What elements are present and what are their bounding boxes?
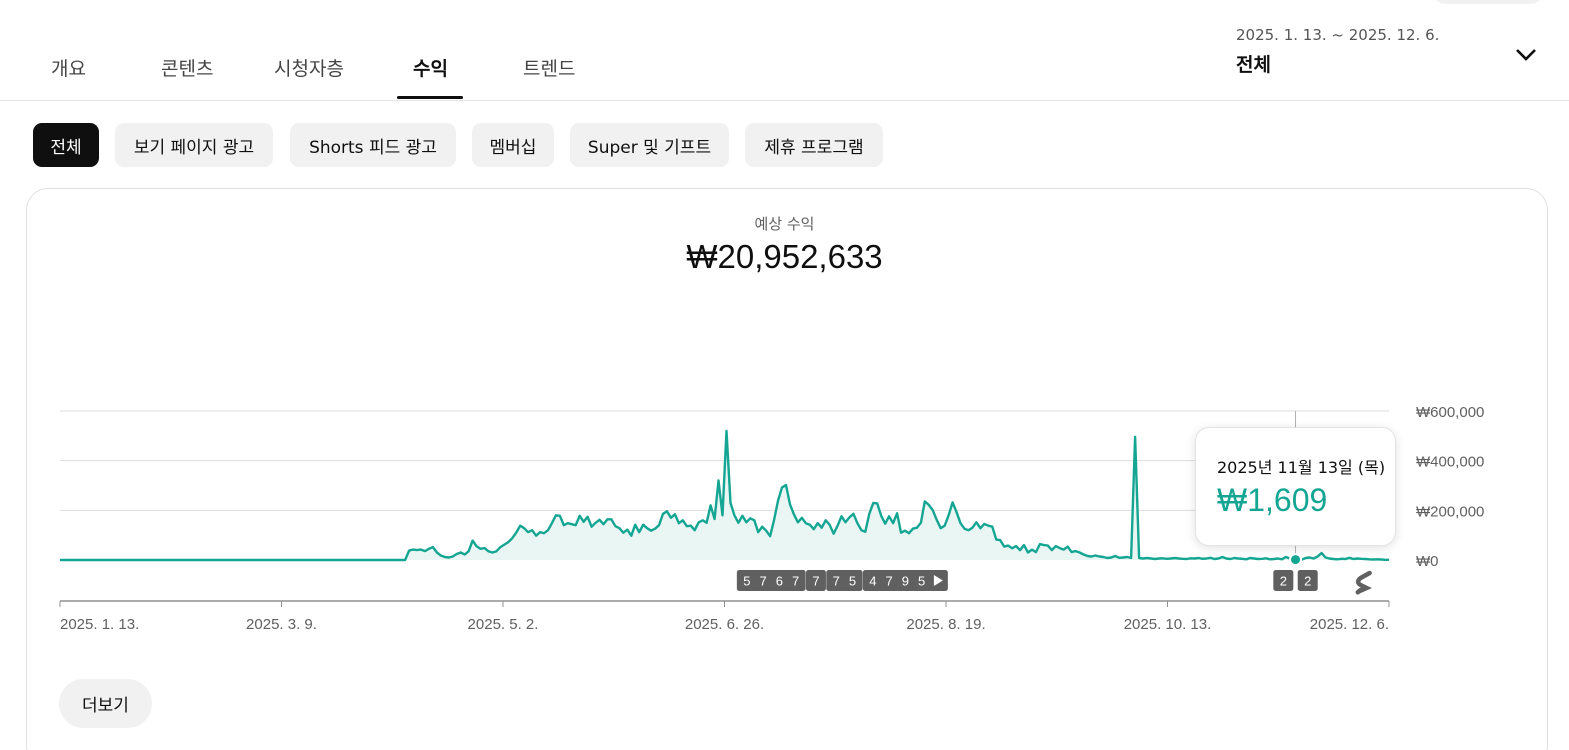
- video-marker-count: 9: [902, 574, 909, 589]
- chart-tooltip: 2025년 11월 13일 (목) ₩1,609: [1195, 427, 1396, 546]
- tab-trends[interactable]: 트렌드: [523, 58, 576, 80]
- video-marker: [1273, 570, 1294, 591]
- analytics-tabbar: 개요 콘텐츠 시청자층 수익 트렌드 2025. 1. 13. ~ 2025. …: [0, 0, 1569, 101]
- x-tick-label: 2025. 5. 2.: [468, 616, 539, 633]
- video-marker: [753, 570, 774, 591]
- video-marker-count: 2: [1304, 574, 1311, 589]
- shorts-icon-path: [1355, 570, 1372, 595]
- revenue-line: [60, 429, 1389, 562]
- video-marker-count: 2: [1280, 574, 1287, 589]
- video-marker: [842, 570, 863, 591]
- video-marker-count: 5: [743, 574, 750, 589]
- x-tick-label: 2025. 10. 13.: [1124, 616, 1212, 633]
- metric-value: ₩20,952,633: [686, 238, 883, 275]
- chip-all[interactable]: 전체: [33, 123, 99, 167]
- x-tick-label: 2025. 6. 26.: [685, 616, 764, 633]
- x-tick-label: 2025. 12. 6.: [1310, 616, 1389, 633]
- tab-overview[interactable]: 개요: [51, 58, 86, 80]
- video-marker-count: 7: [792, 574, 799, 589]
- video-marker-count: 5: [849, 574, 856, 589]
- chip-super-gifts[interactable]: Super 및 기프트: [570, 123, 729, 167]
- chip-shorts-feed-ads[interactable]: Shorts 피드 광고: [290, 123, 456, 167]
- chip-affiliate-program[interactable]: 제휴 프로그램: [745, 123, 883, 167]
- x-tick-label: 2025. 3. 9.: [246, 616, 317, 633]
- date-range-label: 전체: [1236, 54, 1271, 76]
- chip-watch-page-ads[interactable]: 보기 페이지 광고: [115, 123, 273, 167]
- y-tick-label: ₩600,000: [1416, 404, 1484, 421]
- date-range-picker[interactable]: 2025. 1. 13. ~ 2025. 12. 6. 전체: [1226, 18, 1546, 88]
- video-marker: [895, 570, 916, 591]
- video-marker-count: 5: [918, 574, 925, 589]
- play-icon: [933, 575, 943, 586]
- y-tick-label: ₩400,000: [1416, 454, 1484, 471]
- hover-point: [1289, 553, 1303, 567]
- metric-label: 예상 수익: [754, 215, 815, 233]
- video-marker: [879, 570, 900, 591]
- video-marker: [736, 570, 757, 591]
- shorts-icon: [1355, 570, 1372, 595]
- video-marker-count: 4: [869, 574, 876, 589]
- tooltip-date: 2025년 11월 13일 (목): [1217, 458, 1386, 477]
- x-tick-label: 2025. 8. 19.: [906, 616, 985, 633]
- top-pill-button[interactable]: [1434, 0, 1542, 4]
- tab-revenue[interactable]: 수익: [413, 58, 448, 80]
- active-tab-indicator: [397, 96, 463, 99]
- chevron-down-icon[interactable]: [1514, 42, 1538, 66]
- tooltip-value: ₩1,609: [1217, 482, 1328, 518]
- date-range-text: 2025. 1. 13. ~ 2025. 12. 6.: [1236, 26, 1440, 44]
- video-marker-count: 7: [812, 574, 819, 589]
- tab-audience[interactable]: 시청자층: [274, 58, 344, 80]
- video-marker-count: 6: [776, 574, 783, 589]
- video-marker-count: 7: [759, 574, 766, 589]
- video-marker-count: 7: [833, 574, 840, 589]
- chip-memberships[interactable]: 멤버십: [472, 123, 554, 167]
- video-marker: [785, 570, 806, 591]
- video-marker: [805, 570, 826, 591]
- video-marker: [911, 570, 932, 591]
- x-tick-label: 2025. 1. 13.: [60, 616, 139, 633]
- y-tick-label: ₩200,000: [1416, 503, 1484, 520]
- video-marker: [862, 570, 883, 591]
- y-tick-label: ₩0: [1416, 553, 1439, 570]
- video-marker: [1297, 570, 1318, 591]
- video-marker: [769, 570, 790, 591]
- video-marker: [826, 570, 847, 591]
- video-marker-count: 7: [885, 574, 892, 589]
- tab-content[interactable]: 콘텐츠: [161, 58, 214, 80]
- more-button[interactable]: 더보기: [59, 679, 152, 728]
